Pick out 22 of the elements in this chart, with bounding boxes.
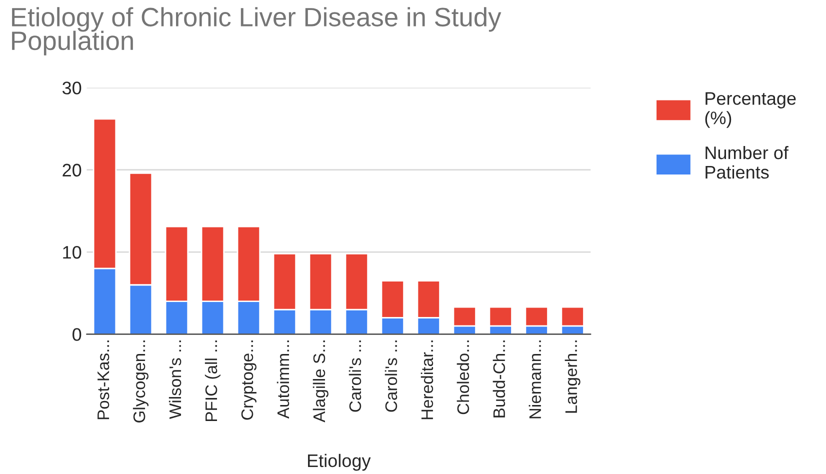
- y-tick-label: 0: [72, 328, 82, 341]
- x-tick-label: Niemann...: [528, 340, 542, 418]
- y-tick-label: 20: [62, 164, 82, 177]
- x-tick-label: Alagille S...: [312, 340, 328, 422]
- x-tick-label: Wilson's ...: [168, 340, 182, 420]
- x-tick-label: Glycogen...: [132, 340, 148, 422]
- y-tick-label: 10: [63, 246, 82, 259]
- x-tick-label: Langerh...: [564, 340, 580, 413]
- y-tick-label: 30: [62, 82, 82, 94]
- x-tick-label: Budd-Ch...: [492, 340, 506, 418]
- x-tick-label: Cryptoge...: [241, 340, 256, 420]
- x-axis-title: Etiology: [308, 454, 371, 471]
- x-tick-label: Autoimm...: [276, 340, 290, 419]
- legend-label: Percentage (%): [705, 92, 796, 128]
- x-tick-label: Caroli's ...: [348, 340, 362, 412]
- x-tick-label: PFIC (all ...: [204, 340, 220, 421]
- x-tick-label: Choledo...: [456, 340, 470, 414]
- x-tick-label: Caroli's ...: [384, 340, 398, 412]
- chart-title: Etiology of Chronic Liver Disease in Study Population: [12, 7, 502, 56]
- legend-label: Number of Patients: [706, 146, 788, 179]
- x-tick-label: Post-Kas...: [98, 340, 110, 420]
- x-tick-label: Hereditar...: [420, 340, 434, 420]
